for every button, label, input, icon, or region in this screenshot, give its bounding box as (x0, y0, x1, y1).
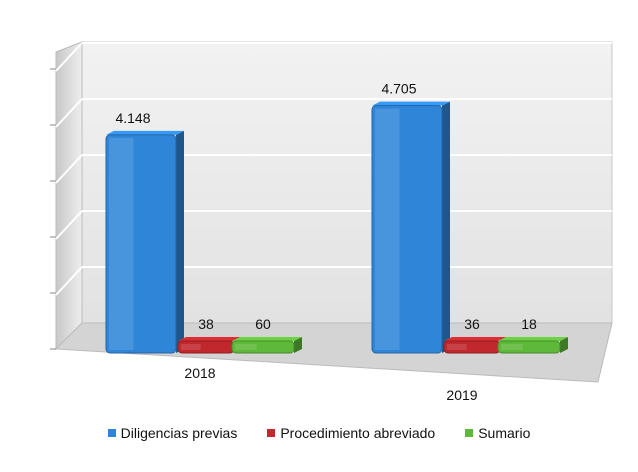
bar-diligencias-previas-2019 (371, 105, 443, 354)
gridline-side (55, 210, 83, 240)
legend-label: Procedimiento abreviado (280, 425, 436, 441)
bar-top (372, 101, 450, 106)
legend-swatch (107, 429, 116, 437)
labels-layer: 4.148 38 60 2018 4.705 36 18 2019 (115, 81, 537, 403)
bar-highlight (447, 344, 467, 350)
bar-top (106, 130, 184, 135)
bar-chart: 4.148 38 60 2018 4.705 36 18 2019 (50, 41, 613, 403)
data-label: 60 (255, 316, 271, 332)
bar-highlight (109, 137, 134, 350)
bars-layer (105, 101, 568, 354)
legend-item: Procedimiento abreviado (267, 425, 435, 441)
bar-highlight (375, 108, 400, 350)
legend-label: Sumario (478, 425, 531, 441)
gridline-side (55, 154, 83, 184)
bar-highlight (181, 344, 201, 350)
data-label: 4.705 (381, 81, 416, 97)
gridline-side (55, 266, 83, 296)
bar-highlight (501, 344, 523, 350)
legend-label: Diligencias previas (120, 425, 238, 441)
bar-top (498, 337, 568, 341)
bar-side (176, 130, 184, 353)
gridline-side (55, 42, 83, 72)
legend-swatch (267, 429, 276, 437)
legend-item: Sumario (465, 425, 530, 441)
bar-side (442, 101, 450, 353)
data-label: 38 (198, 316, 214, 332)
bar-diligencias-previas-2018 (105, 134, 177, 354)
data-label: 4.148 (115, 110, 150, 126)
legend-swatch (465, 429, 474, 437)
gridline-side (55, 98, 83, 128)
bar-sumario-2019 (497, 340, 561, 354)
category-label: 2018 (184, 365, 215, 381)
bar-top (444, 337, 508, 341)
bar-top (178, 337, 242, 341)
legend: Diligencias previas Procedimiento abrevia… (0, 422, 638, 444)
category-label: 2019 (446, 387, 477, 403)
bar-highlight (235, 344, 257, 350)
side-wall (55, 41, 83, 351)
data-label: 36 (464, 316, 480, 332)
bar-side (560, 337, 568, 353)
bar-side (294, 337, 302, 353)
bar-sumario-2018 (231, 340, 295, 354)
data-label: 18 (521, 316, 537, 332)
bar-top (232, 337, 302, 341)
legend-item: Diligencias previas (107, 425, 238, 441)
